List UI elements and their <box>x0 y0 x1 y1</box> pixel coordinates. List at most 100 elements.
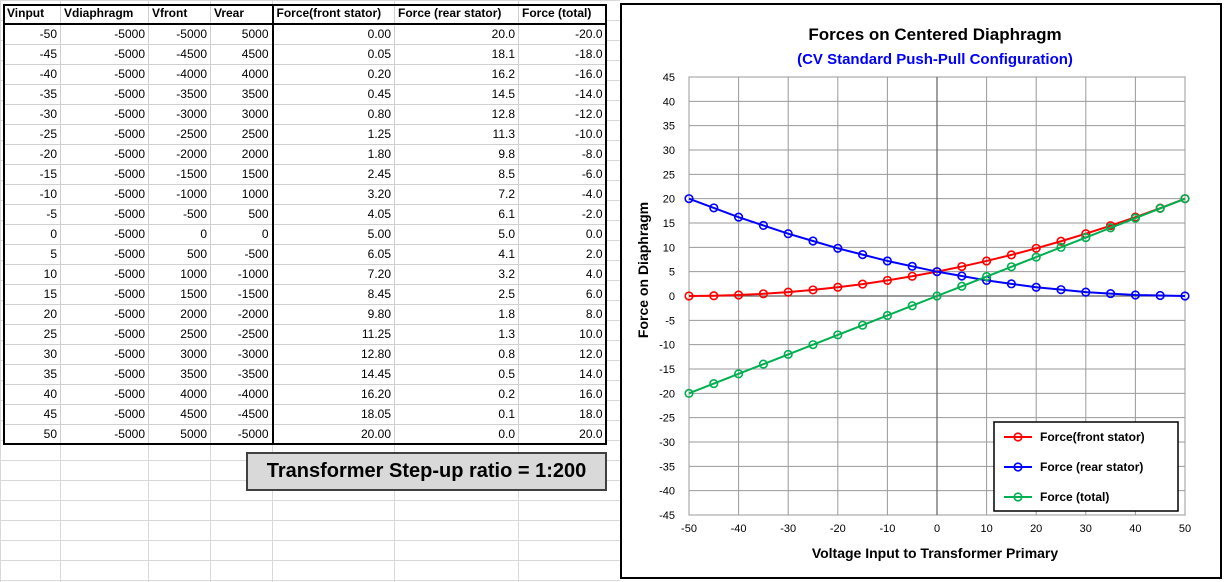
data-point[interactable] <box>808 236 818 246</box>
table-cell[interactable]: 0.45 <box>271 84 395 105</box>
data-point[interactable] <box>733 212 744 222</box>
series-line[interactable] <box>688 197 1186 297</box>
table-cell[interactable]: -10.0 <box>518 124 606 145</box>
table-cell[interactable]: -10 <box>3 184 61 205</box>
table-cell[interactable]: -3500 <box>210 364 273 385</box>
table-cell[interactable]: -5000 <box>60 84 149 105</box>
table-cell[interactable]: 16.2 <box>394 64 519 85</box>
data-point[interactable] <box>833 243 843 253</box>
data-point[interactable] <box>858 320 868 330</box>
table-cell[interactable]: 2500 <box>148 324 211 345</box>
data-point[interactable] <box>858 279 868 289</box>
table-cell[interactable]: 7.2 <box>394 184 519 205</box>
table-cell[interactable]: 4000 <box>210 64 273 85</box>
table-cell[interactable]: 6.0 <box>518 284 606 305</box>
table-cell[interactable]: -35 <box>3 84 61 105</box>
table-cell[interactable]: -20.0 <box>518 24 606 45</box>
data-point[interactable] <box>957 281 967 291</box>
data-point[interactable] <box>1056 285 1066 295</box>
table-cell[interactable]: -4.0 <box>518 184 606 205</box>
table-cell[interactable]: -1500 <box>148 164 211 185</box>
data-point[interactable] <box>709 291 719 301</box>
data-point[interactable] <box>882 256 893 266</box>
data-point[interactable] <box>1106 223 1116 233</box>
data-point[interactable] <box>1081 287 1091 297</box>
table-cell[interactable]: 9.80 <box>271 304 395 325</box>
table-cell[interactable]: -2500 <box>210 324 273 345</box>
table-cell[interactable]: -4500 <box>210 404 273 425</box>
table-cell[interactable]: 0.00 <box>271 24 395 45</box>
table-cell[interactable]: 3500 <box>148 364 211 385</box>
table-cell[interactable]: -3500 <box>148 84 211 105</box>
table-cell[interactable]: 9.8 <box>394 144 519 165</box>
column-header[interactable]: Force (rear stator) <box>394 4 519 25</box>
table-cell[interactable]: 20.0 <box>518 424 606 445</box>
table-cell[interactable]: -1000 <box>148 184 211 205</box>
table-cell[interactable]: 4.0 <box>518 264 606 285</box>
table-cell[interactable]: -30 <box>3 104 61 125</box>
table-cell[interactable]: -5000 <box>60 144 149 165</box>
data-point[interactable] <box>1180 291 1190 301</box>
table-cell[interactable]: 30 <box>3 344 61 365</box>
table-cell[interactable]: 20.00 <box>271 424 395 445</box>
table-cell[interactable]: 8.5 <box>394 164 519 185</box>
table-cell[interactable]: 4.05 <box>271 204 395 225</box>
data-point[interactable] <box>783 287 793 297</box>
table-cell[interactable]: -5000 <box>60 244 149 265</box>
data-point[interactable] <box>1130 213 1141 223</box>
table-cell[interactable]: -16.0 <box>518 64 606 85</box>
table-cell[interactable]: -5000 <box>60 304 149 325</box>
table-cell[interactable]: 0.5 <box>394 364 519 385</box>
data-point[interactable] <box>907 301 917 311</box>
data-point[interactable] <box>758 220 768 231</box>
table-cell[interactable]: -5000 <box>60 424 149 445</box>
data-point[interactable] <box>1006 262 1017 272</box>
data-point[interactable] <box>1056 236 1066 246</box>
table-cell[interactable]: -3000 <box>148 104 211 125</box>
table-cell[interactable]: -5000 <box>60 124 149 145</box>
table-cell[interactable]: 4000 <box>148 384 211 405</box>
table-cell[interactable]: 5.00 <box>271 224 395 245</box>
table-cell[interactable]: -18.0 <box>518 44 606 65</box>
data-point[interactable] <box>684 194 694 204</box>
table-cell[interactable]: 6.05 <box>271 244 395 265</box>
table-cell[interactable]: 16.20 <box>271 384 395 405</box>
table-cell[interactable]: 12.0 <box>518 344 606 365</box>
data-point[interactable] <box>1155 290 1165 301</box>
table-cell[interactable]: 0.80 <box>271 104 395 125</box>
table-cell[interactable]: 50 <box>3 424 61 445</box>
table-cell[interactable]: -5000 <box>148 24 211 45</box>
table-cell[interactable]: 20.0 <box>394 24 519 45</box>
table-cell[interactable]: 14.45 <box>271 364 395 385</box>
data-point[interactable] <box>709 203 719 213</box>
table-cell[interactable]: 2500 <box>210 124 273 145</box>
table-cell[interactable]: 45 <box>3 404 61 425</box>
data-point[interactable] <box>1031 282 1041 292</box>
data-point[interactable] <box>882 310 893 321</box>
column-header[interactable]: Vdiaphragm <box>60 4 149 25</box>
data-point[interactable] <box>1180 194 1190 204</box>
data-point[interactable] <box>907 261 917 271</box>
table-cell[interactable]: 0 <box>148 224 211 245</box>
table-cell[interactable]: -5000 <box>60 224 149 245</box>
data-point[interactable] <box>733 369 744 379</box>
table-cell[interactable]: 8.0 <box>518 304 606 325</box>
table-cell[interactable]: 3000 <box>210 104 273 125</box>
table-cell[interactable]: 8.45 <box>271 284 395 305</box>
table-cell[interactable]: 0.0 <box>394 424 519 445</box>
data-point[interactable] <box>684 291 694 301</box>
table-cell[interactable]: -2000 <box>210 304 273 325</box>
data-point[interactable] <box>1130 290 1141 300</box>
table-cell[interactable]: -5000 <box>60 44 149 65</box>
table-cell[interactable]: 18.1 <box>394 44 519 65</box>
data-point[interactable] <box>783 229 793 239</box>
table-cell[interactable]: 2000 <box>210 144 273 165</box>
chart-legend[interactable]: Force(front stator) Force (rear stator) Fo… <box>993 421 1179 512</box>
data-point[interactable] <box>833 330 843 340</box>
data-point[interactable] <box>1155 203 1165 213</box>
table-cell[interactable]: -4000 <box>148 64 211 85</box>
table-cell[interactable]: 0.20 <box>271 64 395 85</box>
data-point[interactable] <box>1081 233 1091 243</box>
data-point[interactable] <box>1056 242 1066 252</box>
table-cell[interactable]: 1.8 <box>394 304 519 325</box>
